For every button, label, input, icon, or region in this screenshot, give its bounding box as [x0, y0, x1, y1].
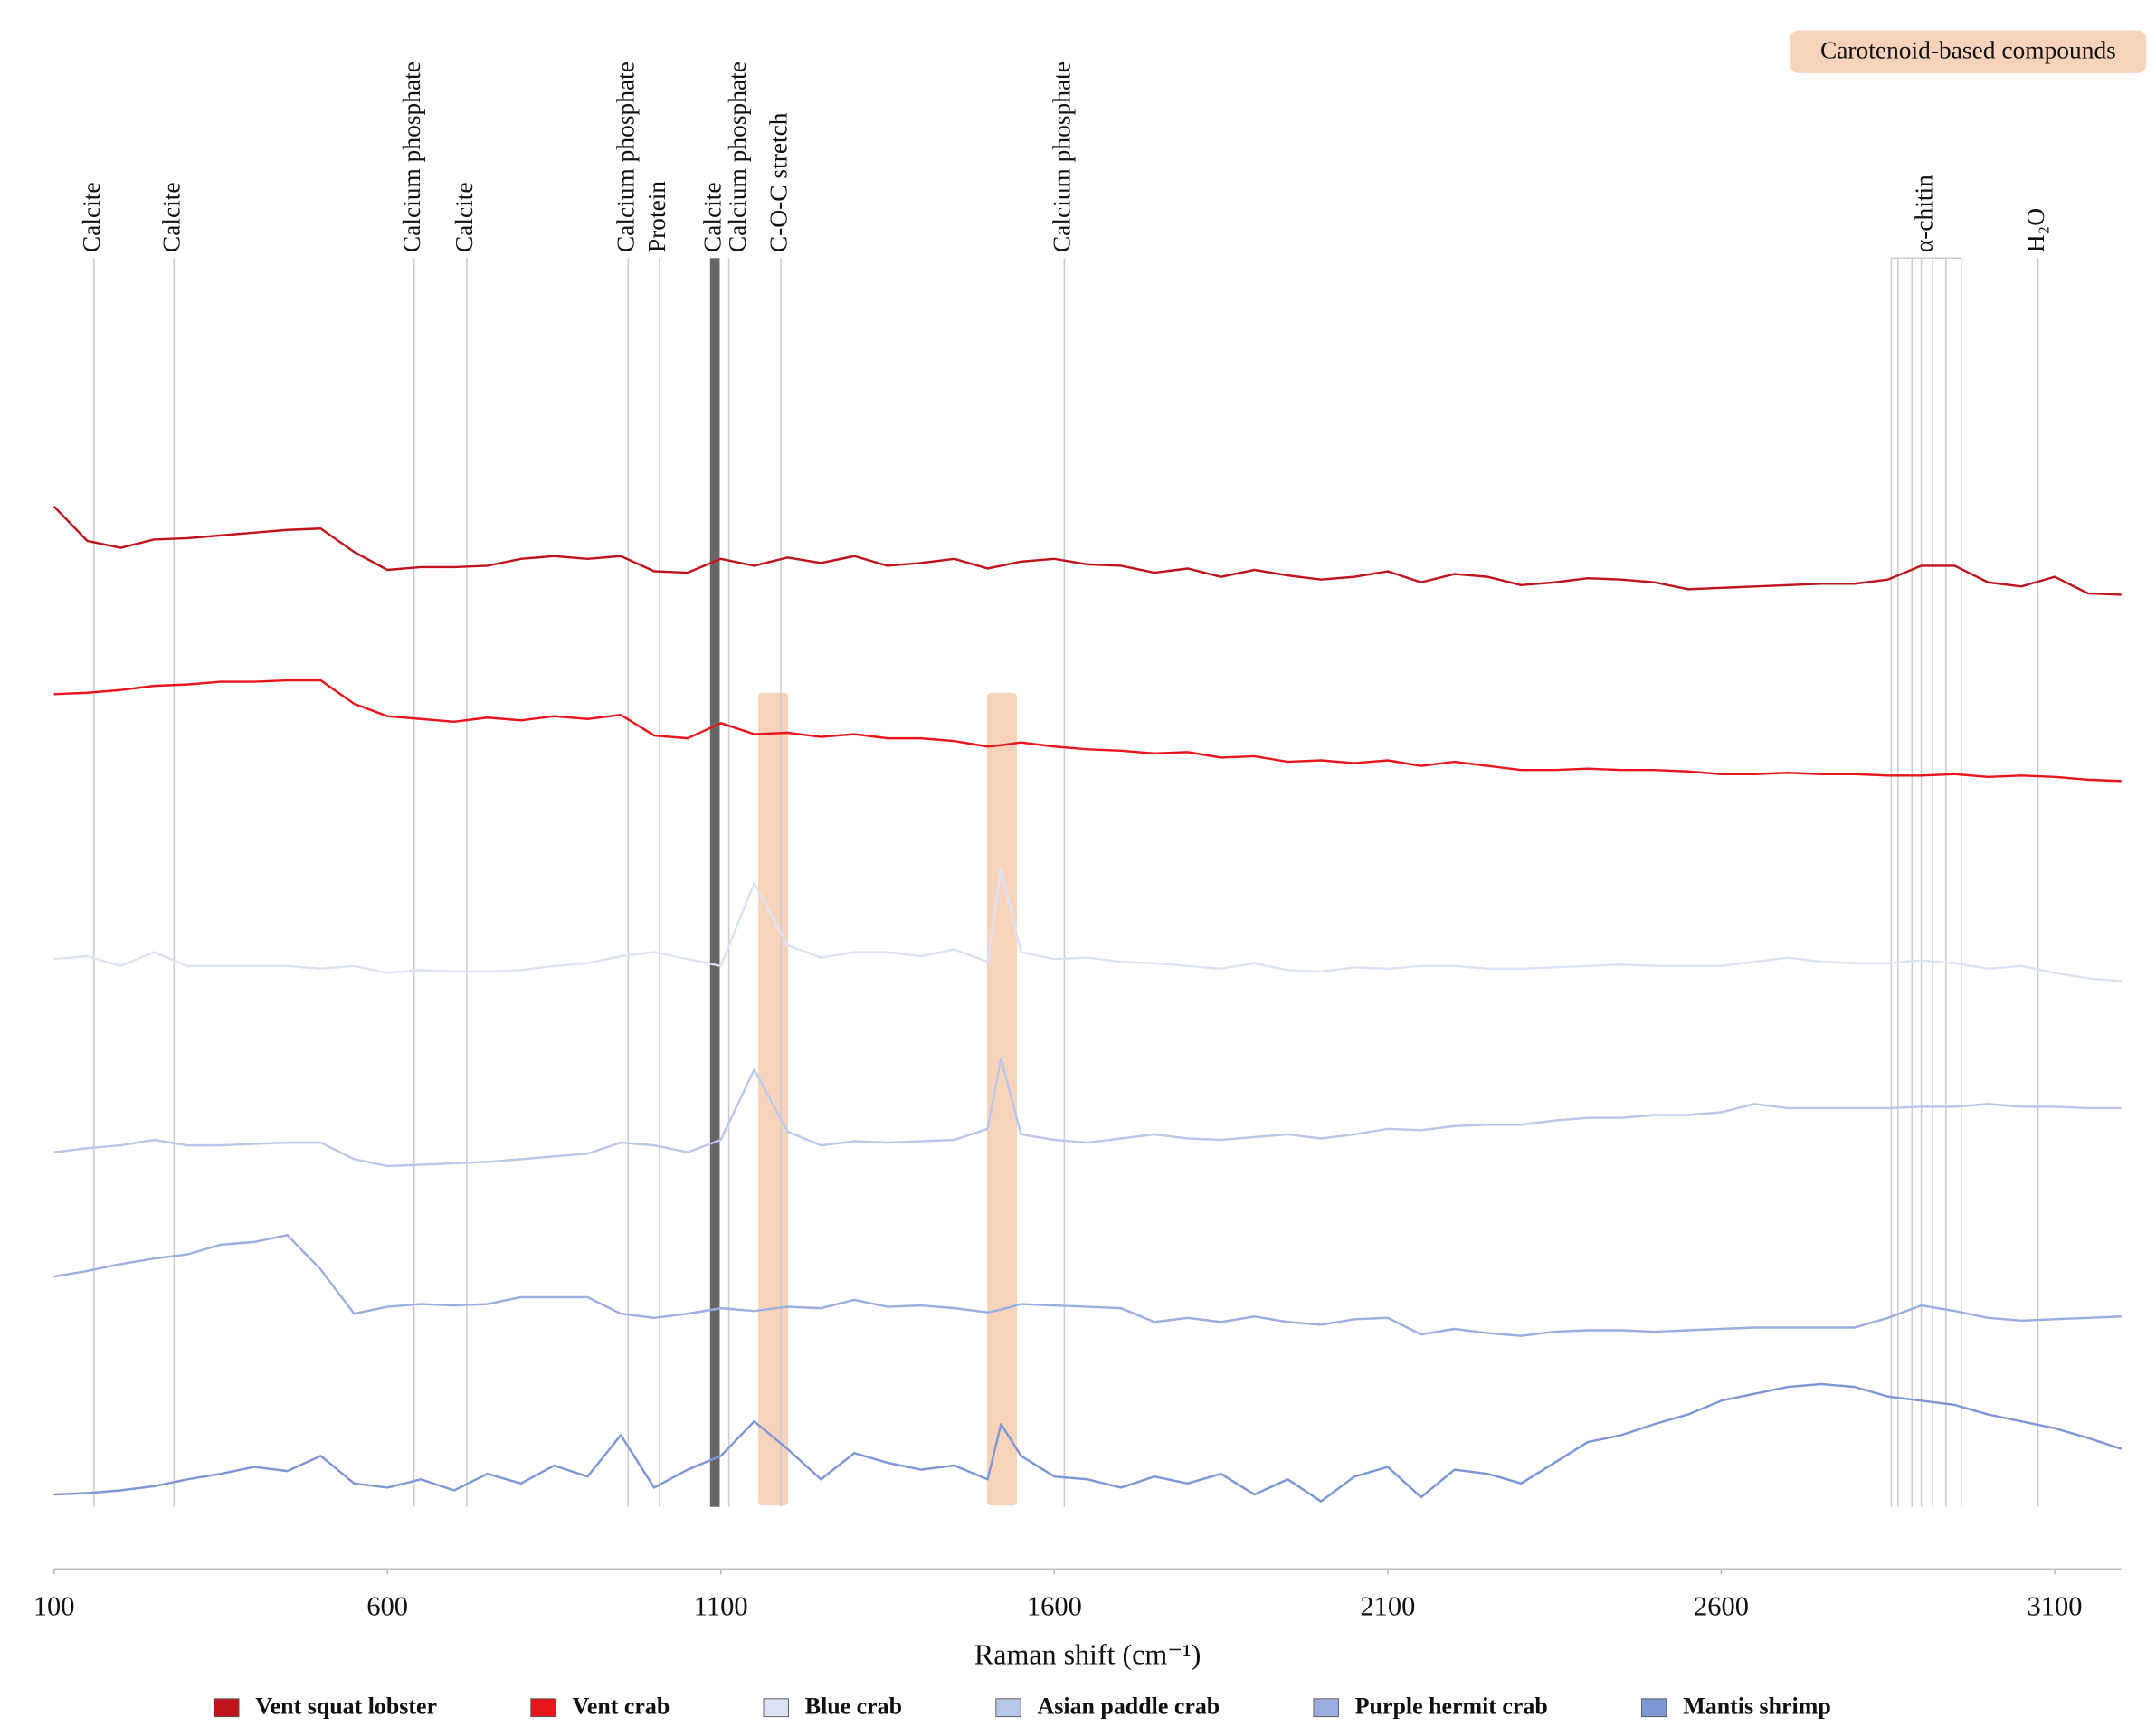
annotation-label: Calcite	[451, 182, 478, 252]
legend-swatch	[530, 1698, 556, 1718]
highlight-label: Carotenoid-based compounds	[1820, 36, 2116, 63]
legend-swatch	[763, 1698, 789, 1718]
legend: Vent squat lobster Vent crab Blue crab Asia…	[214, 1693, 1831, 1719]
x-tick-label: 1600	[1027, 1591, 1082, 1622]
annotation-label: Calcium phosphate	[1049, 62, 1076, 252]
x-tick-label: 2100	[1360, 1591, 1415, 1622]
annotation-label: Calcite	[78, 182, 105, 252]
annotation-label: Calcium phosphate	[398, 62, 425, 252]
highlight-layer	[758, 692, 1018, 1506]
series-line	[53, 1234, 2122, 1337]
x-tick-label: 2600	[1694, 1591, 1749, 1622]
annotation-label: Calcium phosphate	[613, 62, 640, 252]
legend-label: Vent crab	[573, 1693, 670, 1719]
x-tick-label: 1100	[694, 1591, 748, 1622]
series-layer	[52, 505, 2123, 1503]
legend-swatch	[1641, 1698, 1667, 1718]
annotation-label: Calcium phosphate	[724, 62, 751, 252]
highlight-band	[758, 692, 789, 1506]
series-line	[53, 678, 2122, 783]
legend-label: Purple hermit crab	[1355, 1693, 1548, 1719]
annotation-label: Protein	[643, 181, 670, 253]
legend-label: Asian paddle crab	[1038, 1693, 1220, 1719]
x-axis-label: Raman shift (cm⁻¹)	[974, 1637, 1201, 1670]
series-line	[53, 1057, 2122, 1168]
series-line	[52, 505, 2122, 596]
annotation-label: H₂O	[2022, 208, 2049, 252]
legend-label: Mantis shrimp	[1683, 1693, 1830, 1719]
annotation-label: C-O-C stretch	[765, 112, 792, 252]
annotation-label: α-chitin	[1910, 175, 1937, 252]
highlight-band	[986, 692, 1018, 1506]
annotation-layer: Calcite Calcite Calcium phosphate Calcite Ca…	[78, 62, 2049, 1507]
legend-label: Vent squat lobster	[255, 1693, 437, 1719]
legend-swatch	[995, 1698, 1021, 1718]
series-line	[53, 868, 2122, 982]
x-tick-label: 100	[33, 1591, 75, 1622]
legend-swatch	[1313, 1698, 1339, 1718]
legend-swatch	[214, 1698, 240, 1718]
x-tick-label: 3100	[2028, 1591, 2083, 1622]
annotation-label: Calcite	[698, 182, 726, 252]
annotation-label: Calcite	[158, 182, 185, 252]
legend-label: Blue crab	[805, 1693, 902, 1719]
x-tick-label: 600	[366, 1591, 408, 1622]
series-line	[53, 1382, 2123, 1503]
highlight-key	[1790, 30, 2147, 73]
